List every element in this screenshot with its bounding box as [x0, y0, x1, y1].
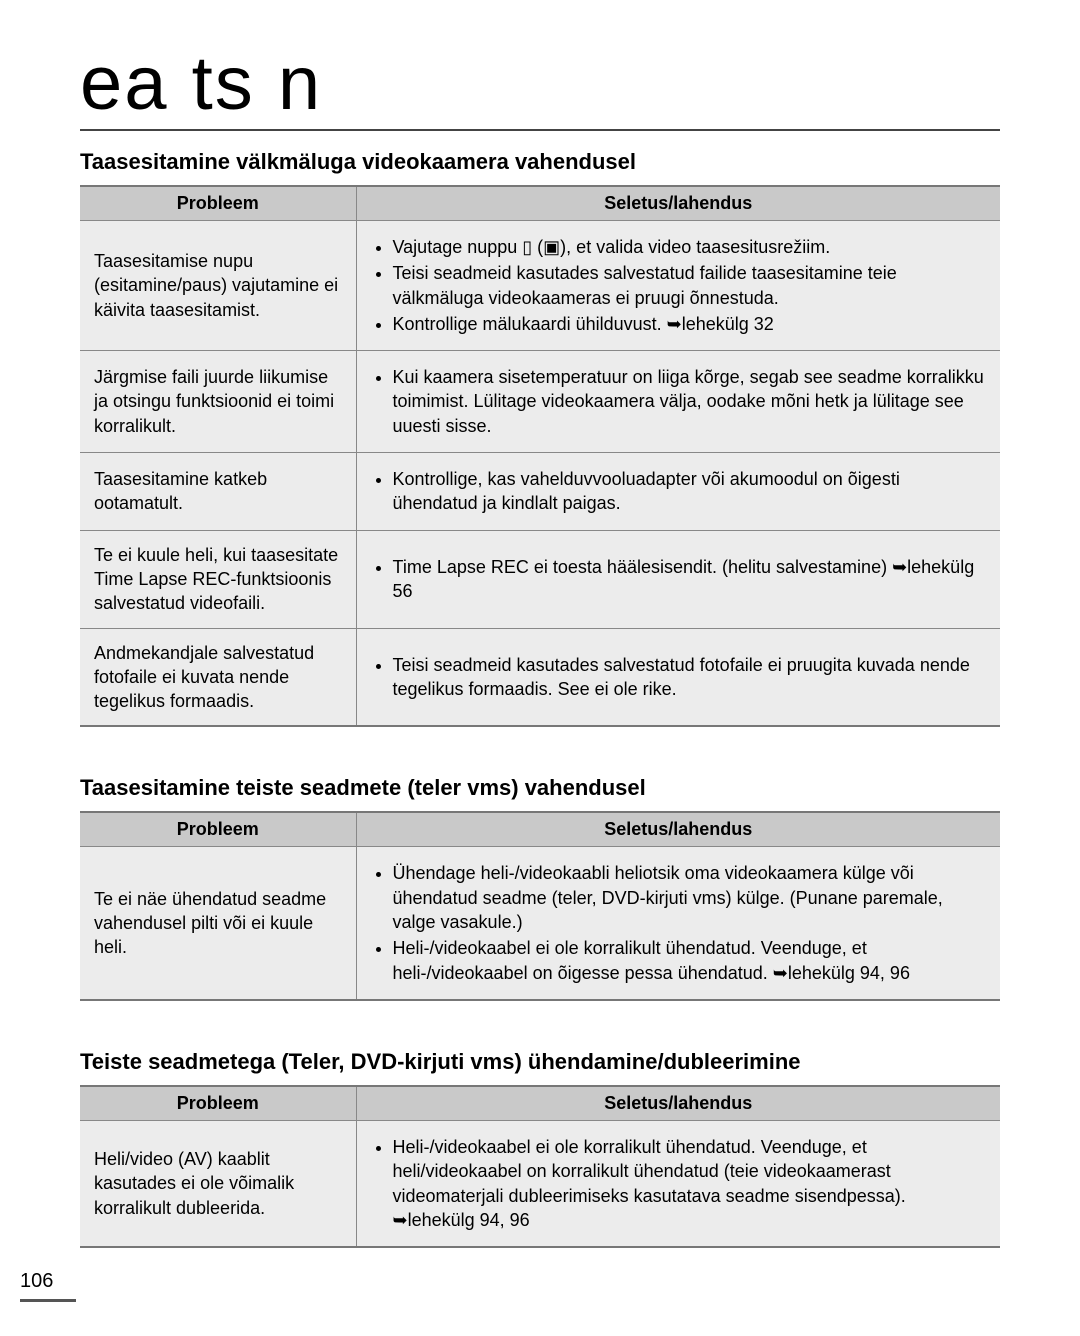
problem-cell: Te ei näe ühendatud seadme vahendusel pi…: [80, 847, 356, 1000]
solution-cell: Heli-/videokaabel ei ole korralikult ühe…: [356, 1120, 1000, 1247]
problem-cell: Järgmise faili juurde liikumise ja otsin…: [80, 351, 356, 453]
troubleshooting-section: Taasesitamine välkmäluga videokaamera va…: [80, 149, 1000, 727]
solution-cell: Teisi seadmeid kasutades salvestatud fot…: [356, 628, 1000, 726]
solution-item: Kontrollige mälukaardi ühilduvust. ➥lehe…: [393, 312, 987, 336]
solution-item: Time Lapse REC ei toesta häälesisendit. …: [393, 555, 987, 604]
column-header-problem: Probleem: [80, 1086, 356, 1121]
problem-cell: Andmekandjale salvestatud fotofaile ei k…: [80, 628, 356, 726]
section-title: Teiste seadmetega (Teler, DVD-kirjuti vm…: [80, 1049, 1000, 1075]
solution-list: Teisi seadmeid kasutades salvestatud fot…: [371, 653, 987, 702]
problem-cell: Te ei kuule heli, kui taasesitate Time L…: [80, 530, 356, 628]
solution-cell: Kontrollige, kas vahelduvvooluadapter võ…: [356, 453, 1000, 531]
column-header-problem: Probleem: [80, 186, 356, 221]
solution-item: Teisi seadmeid kasutades salvestatud fot…: [393, 653, 987, 702]
solution-cell: Ühendage heli-/videokaabli heliotsik oma…: [356, 847, 1000, 1000]
troubleshooting-table: ProbleemSeletus/lahendusTe ei näe ühenda…: [80, 811, 1000, 1000]
table-row: Te ei kuule heli, kui taasesitate Time L…: [80, 530, 1000, 628]
table-row: Taasesitamise nupu (esitamine/paus) vaju…: [80, 221, 1000, 351]
solution-item: Vajutage nuppu ▯ (▣), et valida video ta…: [393, 235, 987, 259]
troubleshooting-table: ProbleemSeletus/lahendusTaasesitamise nu…: [80, 185, 1000, 727]
table-row: Te ei näe ühendatud seadme vahendusel pi…: [80, 847, 1000, 1000]
solution-list: Ühendage heli-/videokaabli heliotsik oma…: [371, 861, 987, 984]
solution-item: Kui kaamera sisetemperatuur on liiga kõr…: [393, 365, 987, 438]
table-row: Andmekandjale salvestatud fotofaile ei k…: [80, 628, 1000, 726]
problem-cell: Taasesitamine katkeb ootamatult.: [80, 453, 356, 531]
column-header-solution: Seletus/lahendus: [356, 1086, 1000, 1121]
troubleshooting-section: Teiste seadmetega (Teler, DVD-kirjuti vm…: [80, 1049, 1000, 1248]
table-row: Järgmise faili juurde liikumise ja otsin…: [80, 351, 1000, 453]
solution-list: Heli-/videokaabel ei ole korralikult ühe…: [371, 1135, 987, 1232]
solution-item: Ühendage heli-/videokaabli heliotsik oma…: [393, 861, 987, 934]
problem-cell: Heli/video (AV) kaablit kasutades ei ole…: [80, 1120, 356, 1247]
solution-cell: Kui kaamera sisetemperatuur on liiga kõr…: [356, 351, 1000, 453]
solution-cell: Vajutage nuppu ▯ (▣), et valida video ta…: [356, 221, 1000, 351]
solution-list: Kontrollige, kas vahelduvvooluadapter võ…: [371, 467, 987, 516]
solution-list: Time Lapse REC ei toesta häälesisendit. …: [371, 555, 987, 604]
solution-item: Kontrollige, kas vahelduvvooluadapter võ…: [393, 467, 987, 516]
problem-cell: Taasesitamise nupu (esitamine/paus) vaju…: [80, 221, 356, 351]
section-title: Taasesitamine välkmäluga videokaamera va…: [80, 149, 1000, 175]
solution-list: Kui kaamera sisetemperatuur on liiga kõr…: [371, 365, 987, 438]
page-container: ea ts n Taasesitamine välkmäluga videoka…: [0, 0, 1080, 1336]
solution-cell: Time Lapse REC ei toesta häälesisendit. …: [356, 530, 1000, 628]
page-number: 106: [20, 1270, 76, 1302]
solution-item: Teisi seadmeid kasutades salvestatud fai…: [393, 261, 987, 310]
solution-list: Vajutage nuppu ▯ (▣), et valida video ta…: [371, 235, 987, 336]
troubleshooting-table: ProbleemSeletus/lahendusHeli/video (AV) …: [80, 1085, 1000, 1248]
solution-item: Heli-/videokaabel ei ole korralikult ühe…: [393, 936, 987, 985]
solution-item: Heli-/videokaabel ei ole korralikult ühe…: [393, 1135, 987, 1232]
column-header-solution: Seletus/lahendus: [356, 186, 1000, 221]
table-row: Heli/video (AV) kaablit kasutades ei ole…: [80, 1120, 1000, 1247]
table-row: Taasesitamine katkeb ootamatult. Kontroll…: [80, 453, 1000, 531]
troubleshooting-section: Taasesitamine teiste seadmete (teler vms…: [80, 775, 1000, 1000]
section-title: Taasesitamine teiste seadmete (teler vms…: [80, 775, 1000, 801]
masthead: ea ts n: [80, 40, 1000, 131]
column-header-solution: Seletus/lahendus: [356, 812, 1000, 847]
column-header-problem: Probleem: [80, 812, 356, 847]
